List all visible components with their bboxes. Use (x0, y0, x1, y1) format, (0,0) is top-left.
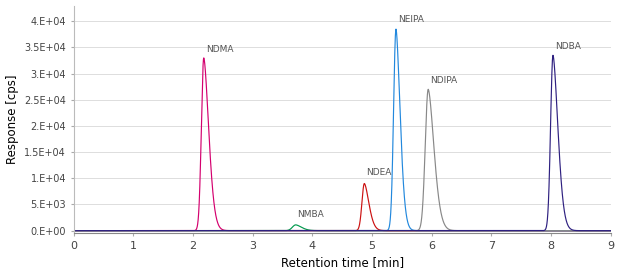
Text: NEIPA: NEIPA (398, 15, 423, 24)
Text: NMBA: NMBA (298, 210, 324, 219)
Y-axis label: Response [cps]: Response [cps] (6, 75, 19, 164)
Text: NDEA: NDEA (366, 168, 391, 177)
Text: NDBA: NDBA (555, 42, 581, 51)
Text: NDMA: NDMA (206, 45, 234, 54)
Text: NDIPA: NDIPA (430, 76, 457, 85)
X-axis label: Retention time [min]: Retention time [min] (281, 257, 404, 269)
